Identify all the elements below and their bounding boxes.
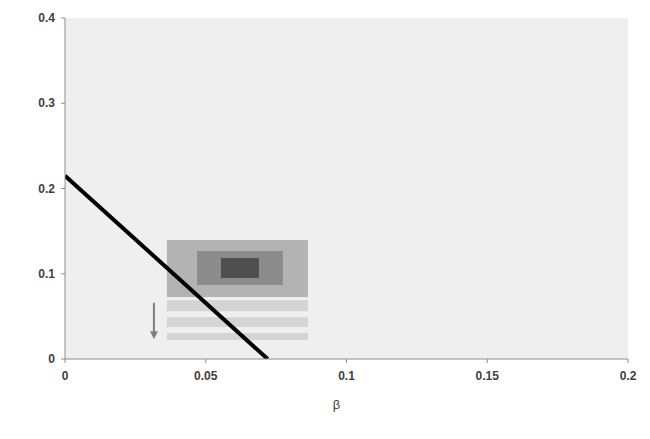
plot-background <box>65 18 628 359</box>
x-tick-label: 0.2 <box>620 369 637 383</box>
plot-area <box>65 176 308 359</box>
x-tick-label: 0.05 <box>194 369 218 383</box>
region <box>167 300 308 311</box>
y-tick <box>61 188 65 189</box>
x-tick-label: 0.15 <box>476 369 500 383</box>
x-tick <box>628 359 629 363</box>
x-axis-label: β <box>333 397 340 412</box>
y-tick-label: 0.1 <box>38 267 55 281</box>
x-tick <box>65 359 66 363</box>
region <box>221 258 259 278</box>
region <box>167 317 308 327</box>
region <box>197 251 283 285</box>
y-tick-label: 0.3 <box>38 96 55 110</box>
x-tick <box>205 359 206 363</box>
y-tick <box>61 103 65 104</box>
x-tick-label: 0.1 <box>338 369 355 383</box>
y-tick-label: 0.4 <box>38 11 55 25</box>
y-tick <box>61 18 65 19</box>
y-tick-label: 0.2 <box>38 182 55 196</box>
x-tick-label: 0 <box>62 369 69 383</box>
series-line <box>65 176 268 359</box>
x-tick <box>346 359 347 363</box>
y-tick <box>61 273 65 274</box>
chart-container: 0 0.05 0.1 0.15 0.2 0 0.1 0.2 0.3 0.4 β <box>0 0 650 439</box>
x-tick <box>487 359 488 363</box>
arrow <box>153 303 155 335</box>
y-tick <box>61 359 65 360</box>
y-tick-label: 0 <box>48 352 55 366</box>
chart-svg: 0 0.05 0.1 0.15 0.2 0 0.1 0.2 0.3 0.4 β <box>0 0 650 439</box>
